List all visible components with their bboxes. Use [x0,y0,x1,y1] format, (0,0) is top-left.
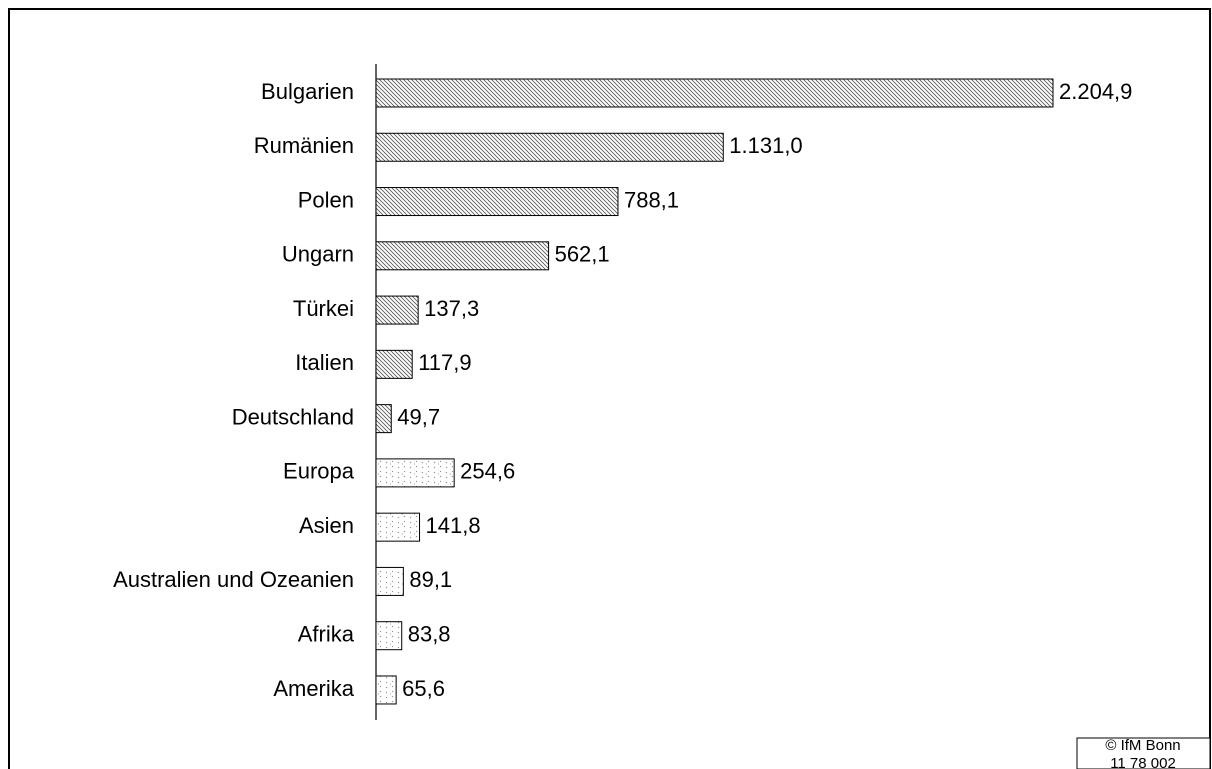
bar [375,241,550,271]
category-label: Bulgarien [261,79,354,104]
bar [375,458,455,488]
category-label: Australien und Ozeanien [113,567,354,592]
bar [375,349,413,379]
bar [375,78,1054,108]
bar [375,675,397,705]
value-label: 788,1 [624,187,679,212]
category-label: Afrika [298,622,355,647]
category-label: Asien [299,513,354,538]
value-label: 49,7 [397,404,440,429]
category-label: Rumänien [254,133,354,158]
value-label: 137,3 [424,296,479,321]
category-label: Europa [283,459,355,484]
value-label: 117,9 [418,350,471,375]
value-label: 141,8 [426,513,481,538]
source-text: © IfM Bonn [1105,737,1180,754]
bar [375,295,419,325]
value-label: 65,6 [402,676,445,701]
category-label: Ungarn [282,242,354,267]
frame [8,8,1211,769]
value-label: 89,1 [409,567,452,592]
category-label: Türkei [293,296,354,321]
value-label: 562,1 [555,242,610,267]
value-label: 1.131,0 [729,133,802,158]
bar [375,187,619,217]
category-label: Deutschland [232,404,354,429]
value-label: 254,6 [460,459,515,484]
bar [375,512,421,542]
value-label: 2.204,9 [1059,79,1132,104]
bar [375,621,403,651]
bar [375,132,724,162]
bar [375,566,404,596]
value-label: 83,8 [408,622,451,647]
category-label: Amerika [273,676,354,701]
source-box [1076,737,1211,769]
source-text: 11 78 002 [1110,755,1176,769]
category-label: Polen [298,187,354,212]
category-label: Italien [295,350,354,375]
bar [375,404,392,434]
